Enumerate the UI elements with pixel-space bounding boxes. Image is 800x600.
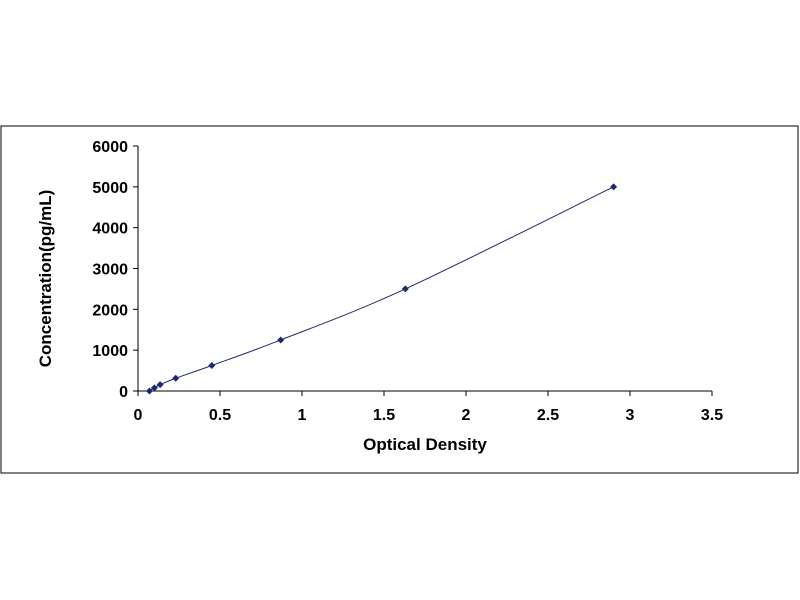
y-axis-title: Concentration(pg/mL)	[36, 190, 55, 368]
y-ticks: 0 1000 2000 3000 4000 5000 6000	[92, 139, 138, 401]
y-tick-label: 5000	[92, 180, 128, 197]
data-point	[277, 336, 285, 344]
data-point	[610, 183, 618, 191]
y-tick-label: 3000	[92, 262, 128, 279]
x-axis-title: Optical Density	[363, 435, 487, 454]
data-point	[156, 381, 164, 389]
x-tick-label: 3	[626, 407, 635, 424]
x-tick-label: 3.5	[701, 407, 723, 424]
y-tick-label: 1000	[92, 343, 128, 360]
data-point	[150, 384, 158, 392]
x-ticks: 0 0.5 1 1.5 2 2.5 3 3.5	[134, 391, 723, 424]
x-tick-label: 2	[462, 407, 471, 424]
y-tick-label: 6000	[92, 139, 128, 156]
data-point	[172, 374, 180, 382]
x-tick-label: 2.5	[537, 407, 559, 424]
y-tick-label: 0	[119, 384, 128, 401]
data-points	[145, 183, 618, 395]
x-tick-label: 0	[134, 407, 143, 424]
y-tick-label: 4000	[92, 221, 128, 238]
data-point	[208, 361, 216, 369]
data-point	[145, 387, 153, 395]
plot-area: 0 0.5 1 1.5 2 2.5 3 3.5 0 1000 2000 3000 4000 5000 60…	[92, 139, 723, 424]
y-tick-label: 2000	[92, 302, 128, 319]
x-tick-label: 1.5	[373, 407, 395, 424]
x-tick-label: 1	[298, 407, 307, 424]
chart-border	[0, 125, 799, 474]
x-tick-label: 0.5	[209, 407, 231, 424]
data-point	[401, 285, 409, 293]
